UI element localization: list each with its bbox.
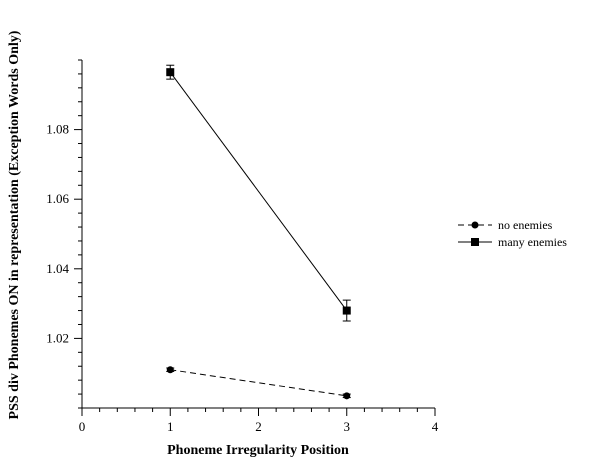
series-line-no-enemies: [170, 369, 347, 397]
axes: 0 1 2 3 4 1.02 1.04 1.06 1.08: [46, 59, 439, 434]
y-tick-label: 1.04: [46, 261, 69, 276]
x-tick-label: 2: [255, 419, 262, 434]
legend-label-many-enemies: many enemies: [498, 235, 567, 249]
data-point-no-enemies: [343, 392, 351, 400]
legend-label-no-enemies: no enemies: [498, 218, 553, 232]
x-tick-label: 3: [344, 419, 351, 434]
y-tick-label: 1.06: [46, 191, 69, 206]
y-axis-title: PSS div Phonemes ON in representation (E…: [7, 30, 22, 419]
data-point-many-enemies: [342, 306, 351, 315]
x-tick-label: 1: [167, 419, 174, 434]
plot-area: [166, 64, 351, 400]
data-point-many-enemies: [166, 68, 175, 77]
legend: no enemies many enemies: [458, 218, 567, 249]
x-tick-label: 4: [432, 419, 439, 434]
legend-marker-no-enemies: [471, 221, 479, 229]
data-point-no-enemies: [166, 366, 174, 374]
x-axis-title: Phoneme Irregularity Position: [167, 443, 349, 458]
y-tick-label: 1.02: [46, 330, 69, 345]
series-line-many-enemies: [169, 71, 348, 311]
x-tick-label: 0: [79, 419, 86, 434]
legend-marker-many-enemies: [471, 238, 479, 246]
y-tick-label: 1.08: [46, 122, 69, 137]
